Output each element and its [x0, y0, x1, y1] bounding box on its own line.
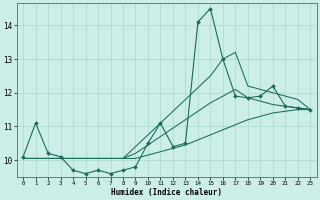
X-axis label: Humidex (Indice chaleur): Humidex (Indice chaleur): [111, 188, 222, 197]
